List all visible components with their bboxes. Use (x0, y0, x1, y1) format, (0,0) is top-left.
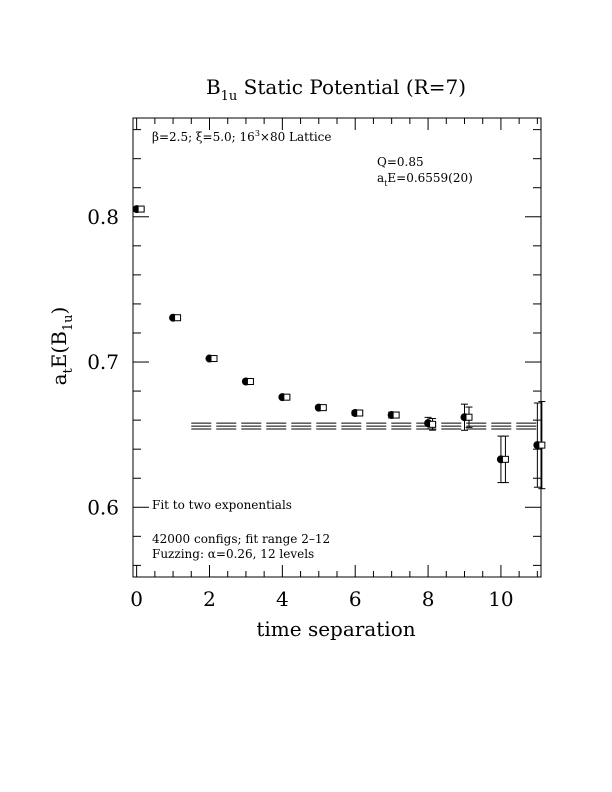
data-point-square (246, 377, 254, 385)
data-point-square (319, 404, 327, 412)
x-tick-label: 6 (349, 587, 362, 611)
fit-band (191, 422, 541, 430)
data-point-square (356, 409, 364, 417)
fit-description-annotation: Fit to two exponentials (152, 498, 292, 512)
data-point-square (501, 455, 509, 463)
data-point-square (392, 411, 400, 419)
data-point-square (174, 314, 182, 322)
y-tick-label: 0.6 (87, 495, 119, 519)
data-point-square (137, 205, 145, 213)
x-tick-label: 8 (422, 587, 435, 611)
x-tick-labels: 0 2 4 6 8 10 (130, 587, 513, 611)
fuzzing-annotation: Fuzzing: α=0.26, 12 levels (152, 547, 314, 561)
chart-title: B1u Static Potential (R=7) (206, 75, 466, 104)
y-tick-label: 0.7 (87, 350, 119, 374)
x-tick-label: 0 (130, 587, 143, 611)
data-points (132, 205, 546, 490)
data-point-square (538, 441, 546, 449)
x-tick-label: 2 (203, 587, 216, 611)
data-point-square (283, 393, 291, 401)
y-axis-label: atE(B1u) (47, 307, 76, 386)
axis-ticks (133, 118, 541, 577)
lattice-info-annotation: β=2.5; ξ=5.0; 163×80 Lattice (152, 129, 331, 144)
data-point-square (210, 355, 218, 363)
fit-energy-annotation: atE=0.6559(20) (377, 171, 473, 188)
fit-q-annotation: Q=0.85 (377, 155, 424, 169)
x-tick-label: 4 (276, 587, 289, 611)
data-point-square (465, 413, 473, 421)
x-tick-label: 10 (488, 587, 513, 611)
y-tick-labels: 0.6 0.7 0.8 (87, 205, 119, 520)
configs-annotation: 42000 configs; fit range 2–12 (152, 532, 330, 546)
y-tick-label: 0.8 (87, 205, 119, 229)
x-axis-label: time separation (256, 617, 415, 641)
data-point-square (429, 420, 437, 428)
